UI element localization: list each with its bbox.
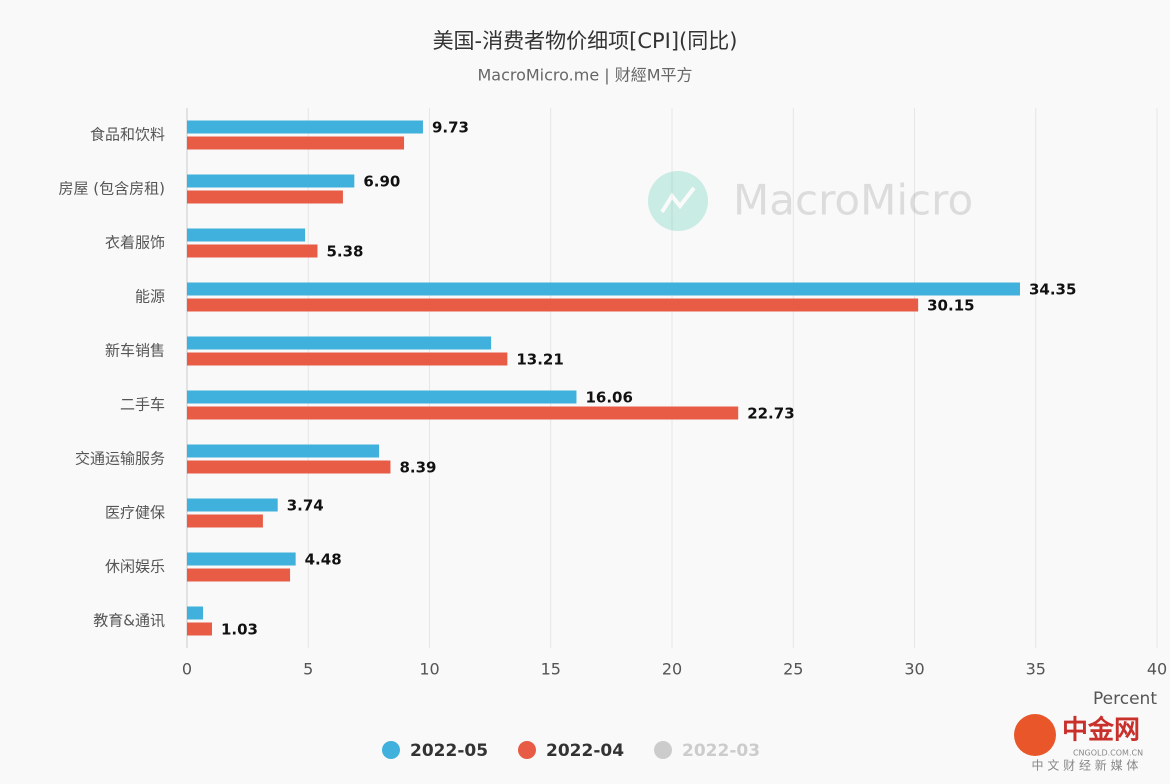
bar	[187, 136, 405, 150]
x-tick-label: 35	[1026, 660, 1046, 679]
y-tick-label: 新车销售	[105, 342, 165, 360]
bar	[187, 406, 739, 420]
bar	[187, 190, 343, 204]
x-tick-label: 40	[1147, 660, 1167, 679]
corner-logo-icon	[1014, 714, 1056, 756]
data-label: 6.90	[363, 173, 400, 191]
y-tick-label: 医疗健保	[105, 504, 165, 522]
data-label: 9.73	[432, 119, 469, 137]
corner-logo: 中金网 CNGOLD.COM.CN 中 文 财 经 新 媒 体	[1014, 714, 1143, 773]
bar	[187, 298, 919, 312]
bar	[187, 336, 492, 350]
y-tick-label: 交通运输服务	[75, 450, 165, 468]
bar	[187, 352, 508, 366]
legend-marker	[654, 741, 672, 759]
data-label: 30.15	[927, 297, 974, 315]
watermark-logo	[648, 171, 708, 231]
legend-marker	[382, 741, 400, 759]
bar	[187, 120, 423, 134]
bar	[187, 460, 391, 474]
watermark-icon	[660, 186, 696, 214]
y-tick-label: 休闲娱乐	[105, 558, 165, 576]
x-tick-label: 5	[303, 660, 313, 679]
legend-label: 2022-05	[410, 741, 488, 761]
legend-label: 2022-04	[546, 741, 624, 761]
bar	[187, 498, 278, 512]
y-tick-label: 房屋 (包含房租)	[59, 180, 165, 198]
corner-logo-slogan: 中 文 财 经 新 媒 体	[1032, 758, 1139, 773]
x-tick-label: 25	[783, 660, 803, 679]
chart-subtitle: MacroMicro.me | 财經M平方	[477, 66, 692, 85]
watermark: MacroMicro	[648, 171, 973, 231]
legend-label: 2022-03	[682, 741, 760, 761]
bar	[187, 552, 296, 566]
bar	[187, 390, 577, 404]
bar	[187, 282, 1020, 296]
data-label: 34.35	[1029, 281, 1076, 299]
legend-marker	[518, 741, 536, 759]
data-label: 22.73	[747, 405, 794, 423]
corner-logo-url: CNGOLD.COM.CN	[1073, 749, 1143, 758]
bar	[187, 444, 380, 458]
bar	[187, 174, 355, 188]
chart-title: 美国-消费者物价细项[CPI](同比)	[433, 29, 738, 53]
y-tick-label: 衣着服饰	[105, 234, 165, 252]
watermark-text: MacroMicro	[733, 176, 973, 225]
data-label: 5.38	[326, 243, 363, 261]
x-tick-label: 0	[182, 660, 192, 679]
bar	[187, 606, 204, 620]
data-label: 13.21	[516, 351, 563, 369]
corner-logo-name: 中金网	[1062, 715, 1140, 746]
data-label: 3.74	[287, 497, 324, 515]
bar	[187, 228, 306, 242]
bar	[187, 568, 291, 582]
x-axis-label: Percent	[1093, 689, 1157, 709]
data-label: 8.39	[399, 459, 436, 477]
x-tick-label: 10	[419, 660, 439, 679]
bar	[187, 622, 212, 636]
bar	[187, 514, 263, 528]
x-tick-label: 20	[662, 660, 682, 679]
x-tick-label: 30	[904, 660, 924, 679]
y-tick-label: 二手车	[120, 396, 165, 414]
data-label: 1.03	[221, 621, 258, 639]
y-tick-label: 教育&通讯	[93, 612, 165, 630]
y-tick-label: 能源	[135, 288, 165, 306]
bar	[187, 244, 318, 258]
x-tick-label: 15	[541, 660, 561, 679]
data-label: 4.48	[305, 551, 342, 569]
data-label: 16.06	[585, 389, 632, 407]
y-tick-label: 食品和饮料	[90, 126, 165, 144]
